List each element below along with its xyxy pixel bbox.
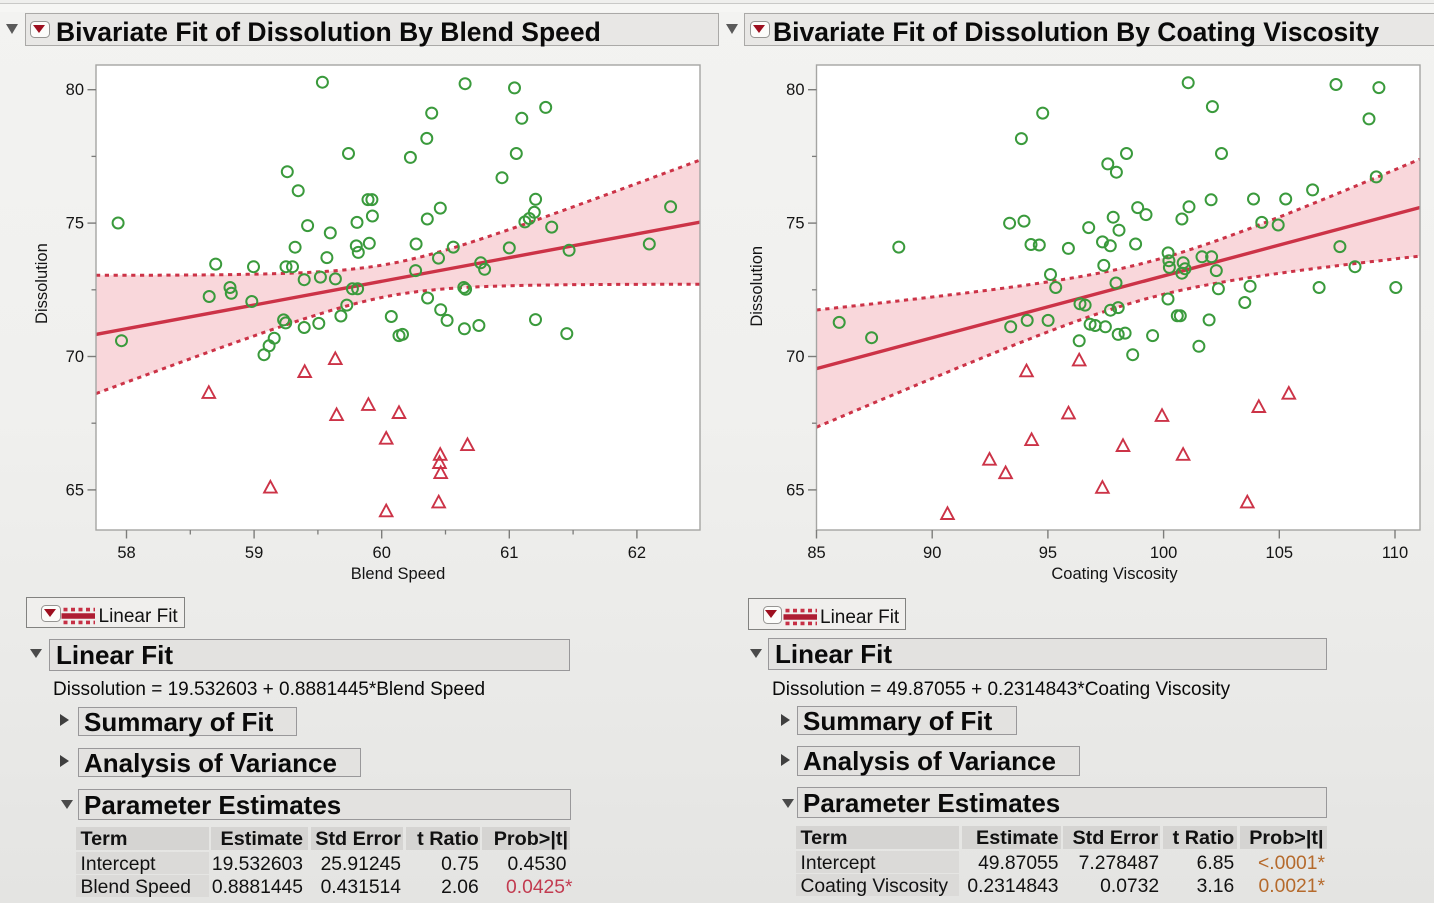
svg-text:100: 100 [1150, 544, 1178, 562]
svg-text:58: 58 [117, 544, 135, 562]
svg-text:Dissolution: Dissolution [748, 246, 766, 327]
svg-text:70: 70 [66, 348, 84, 366]
svg-text:59: 59 [245, 544, 263, 562]
svg-text:Blend Speed: Blend Speed [351, 565, 446, 583]
svg-text:65: 65 [66, 481, 84, 499]
svg-text:75: 75 [786, 215, 804, 233]
svg-text:80: 80 [66, 81, 84, 99]
svg-text:62: 62 [628, 544, 646, 562]
svg-text:70: 70 [786, 348, 804, 366]
svg-text:61: 61 [500, 544, 518, 562]
svg-text:75: 75 [66, 215, 84, 233]
svg-text:Coating Viscosity: Coating Viscosity [1051, 565, 1178, 583]
svg-text:60: 60 [373, 544, 391, 562]
svg-text:95: 95 [1039, 544, 1057, 562]
svg-text:Dissolution: Dissolution [33, 243, 51, 324]
svg-text:110: 110 [1382, 544, 1408, 562]
svg-text:85: 85 [807, 544, 825, 562]
svg-text:105: 105 [1266, 544, 1294, 562]
svg-text:80: 80 [786, 81, 804, 99]
svg-text:90: 90 [923, 544, 941, 562]
svg-text:65: 65 [786, 481, 804, 499]
